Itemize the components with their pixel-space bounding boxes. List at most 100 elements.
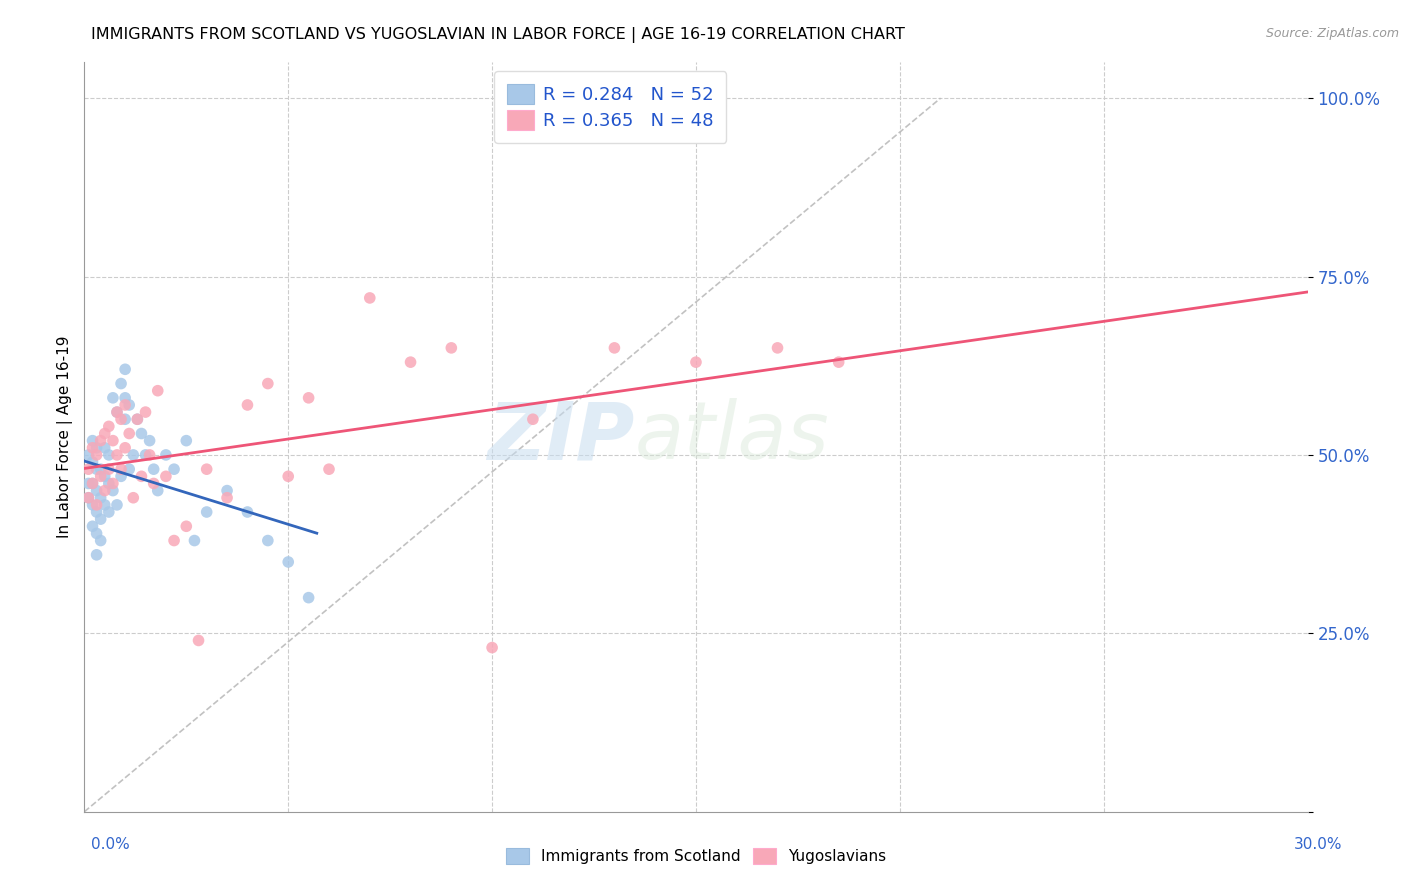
Point: [110, 469, 132, 483]
Point: [90, 491, 112, 505]
Point: [105, 498, 128, 512]
Point: [86, 526, 108, 541]
Point: [86, 462, 108, 476]
Point: [135, 448, 157, 462]
Point: [110, 412, 132, 426]
Point: [142, 462, 165, 476]
Point: [685, 355, 707, 369]
Point: [82, 476, 104, 491]
Point: [82, 498, 104, 512]
Point: [93, 483, 115, 498]
Point: [86, 483, 108, 498]
Point: [138, 434, 160, 448]
Point: [440, 341, 463, 355]
Text: 0.0%: 0.0%: [91, 837, 131, 852]
Point: [86, 505, 108, 519]
Point: [101, 483, 124, 498]
Point: [174, 519, 197, 533]
Point: [105, 448, 128, 462]
Point: [277, 469, 299, 483]
Point: [86, 498, 108, 512]
Point: [257, 533, 280, 548]
Point: [146, 483, 169, 498]
Point: [142, 476, 165, 491]
Point: [101, 476, 124, 491]
Point: [217, 491, 239, 505]
Point: [93, 441, 115, 455]
Point: [82, 519, 104, 533]
Point: [82, 441, 104, 455]
Point: [90, 462, 112, 476]
Point: [90, 512, 112, 526]
Point: [114, 398, 136, 412]
Point: [146, 384, 169, 398]
Point: [97, 505, 120, 519]
Point: [86, 441, 108, 455]
Point: [481, 640, 503, 655]
Point: [138, 448, 160, 462]
Text: 30.0%: 30.0%: [1295, 837, 1343, 852]
Point: [97, 476, 120, 491]
Point: [135, 405, 157, 419]
Text: atlas: atlas: [636, 398, 830, 476]
Point: [77, 491, 100, 505]
Point: [131, 469, 153, 483]
Point: [522, 412, 544, 426]
Point: [90, 469, 112, 483]
Point: [110, 376, 132, 391]
Point: [77, 476, 100, 491]
Point: [105, 405, 128, 419]
Point: [86, 448, 108, 462]
Point: [131, 426, 153, 441]
Point: [114, 412, 136, 426]
Point: [318, 462, 340, 476]
Point: [257, 376, 280, 391]
Point: [97, 419, 120, 434]
Point: [110, 462, 132, 476]
Legend: Immigrants from Scotland, Yugoslavians: Immigrants from Scotland, Yugoslavians: [498, 840, 894, 871]
Point: [93, 426, 115, 441]
Point: [174, 434, 197, 448]
Text: ZIP: ZIP: [488, 398, 636, 476]
Point: [118, 398, 141, 412]
Point: [97, 462, 120, 476]
Point: [114, 362, 136, 376]
Point: [82, 476, 104, 491]
Point: [90, 533, 112, 548]
Point: [399, 355, 422, 369]
Point: [828, 355, 851, 369]
Text: Source: ZipAtlas.com: Source: ZipAtlas.com: [1265, 27, 1399, 40]
Point: [101, 434, 124, 448]
Point: [101, 391, 124, 405]
Point: [105, 405, 128, 419]
Point: [163, 462, 186, 476]
Point: [183, 533, 205, 548]
Point: [766, 341, 789, 355]
Point: [97, 448, 120, 462]
Point: [217, 483, 239, 498]
Point: [155, 448, 177, 462]
Point: [82, 434, 104, 448]
Point: [114, 391, 136, 405]
Point: [603, 341, 626, 355]
Point: [82, 455, 104, 469]
Point: [122, 491, 145, 505]
Point: [195, 462, 218, 476]
Point: [127, 412, 149, 426]
Point: [277, 555, 299, 569]
Y-axis label: In Labor Force | Age 16-19: In Labor Force | Age 16-19: [58, 335, 73, 539]
Point: [77, 462, 100, 476]
Point: [298, 591, 321, 605]
Point: [155, 469, 177, 483]
Point: [118, 462, 141, 476]
Point: [298, 391, 321, 405]
Point: [86, 548, 108, 562]
Point: [236, 505, 259, 519]
Point: [195, 505, 218, 519]
Point: [127, 412, 149, 426]
Point: [114, 441, 136, 455]
Point: [77, 491, 100, 505]
Point: [93, 498, 115, 512]
Point: [122, 448, 145, 462]
Point: [163, 533, 186, 548]
